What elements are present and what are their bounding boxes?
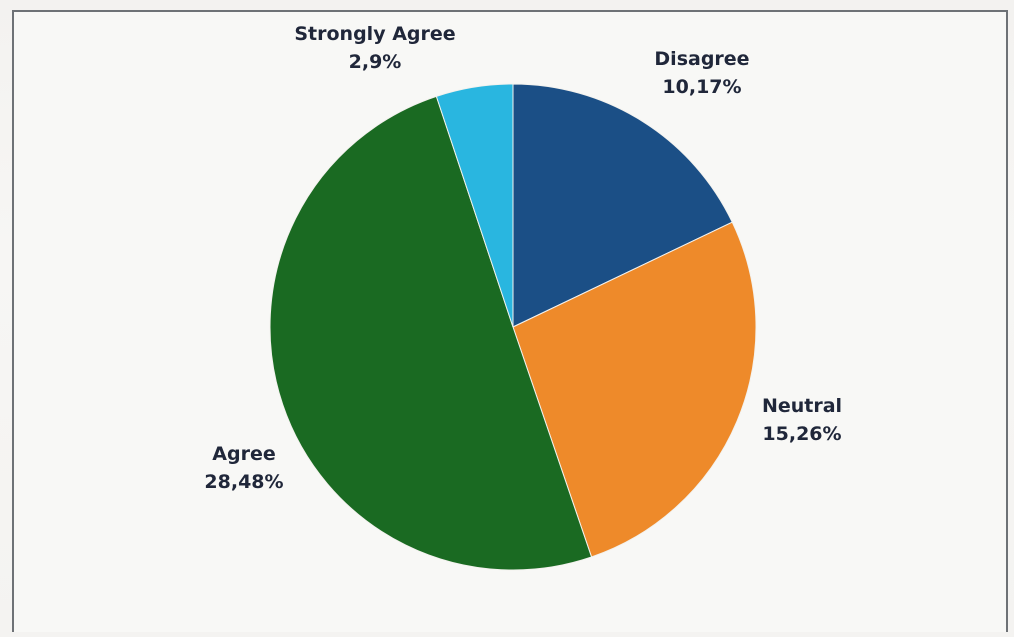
- slice-label-strongly-agree: Strongly Agree: [294, 23, 455, 45]
- pie-slice-disagree: [512, 83, 733, 328]
- pie-slice-neutral: [512, 221, 757, 558]
- slice-label-neutral: Neutral: [762, 395, 842, 417]
- slice-value-strongly-agree: 2,9%: [349, 51, 402, 73]
- slice-value-agree: 28,48%: [204, 471, 283, 493]
- slice-value-disagree: 10,17%: [662, 76, 741, 98]
- pie-slice-agree: [269, 95, 593, 571]
- slice-label-agree: Agree: [212, 443, 275, 465]
- pie-slice-strongly-agree: [435, 83, 514, 328]
- slice-value-neutral: 15,26%: [762, 423, 841, 445]
- slice-label-disagree: Disagree: [654, 48, 749, 70]
